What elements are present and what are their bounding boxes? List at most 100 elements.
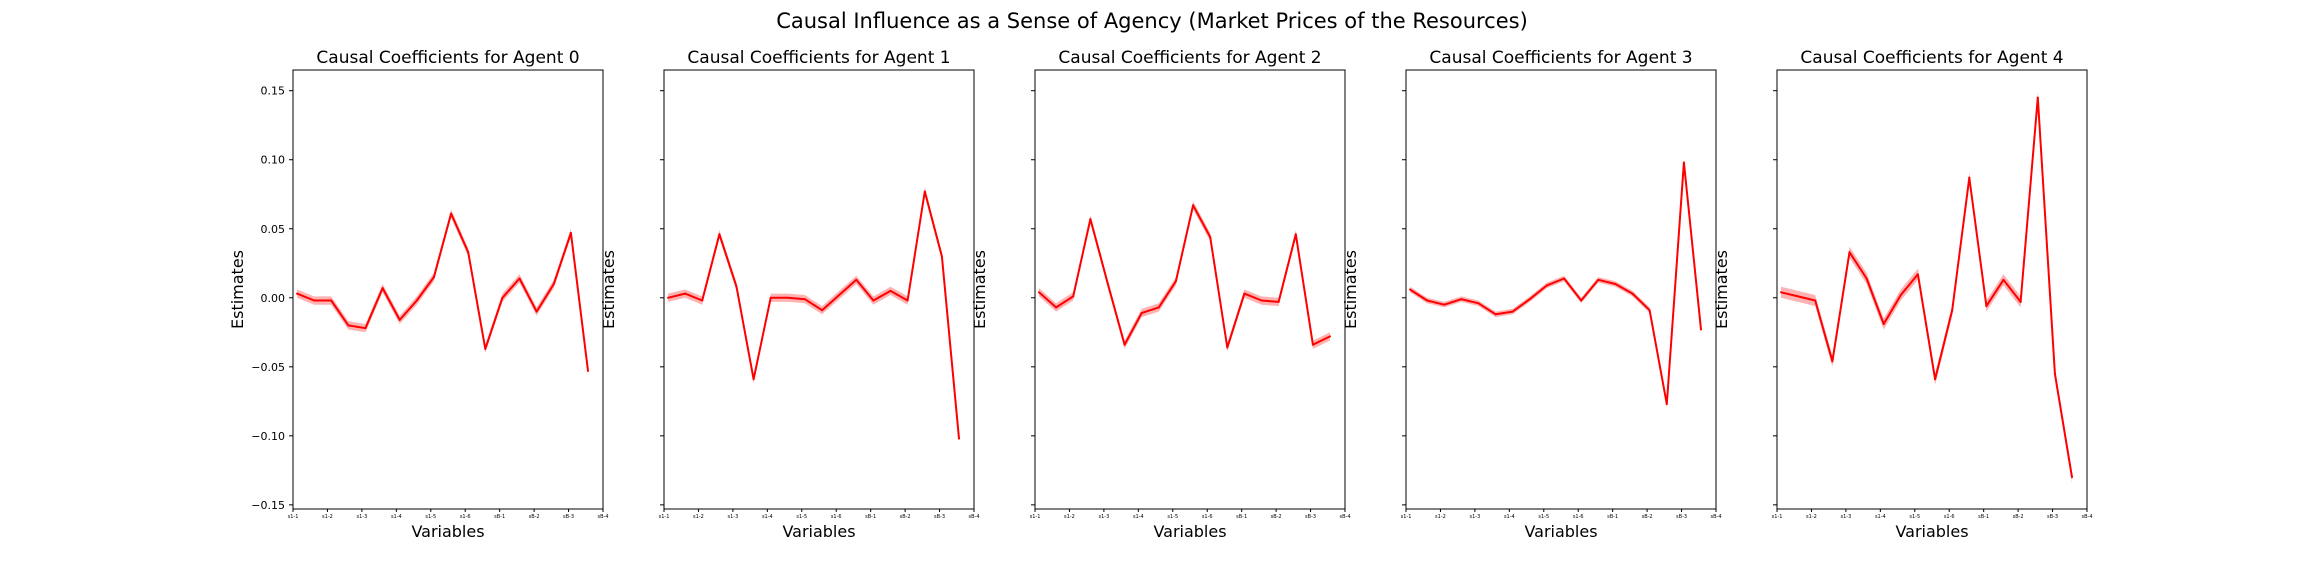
subplot-title: Causal Coefficients for Agent 3 (1429, 48, 1692, 68)
y-axis-label: Estimates (970, 250, 989, 329)
x-tick-label: s1-1 (1030, 514, 1041, 520)
series-line (1780, 96, 2073, 478)
data-point (1882, 323, 1885, 326)
data-point (923, 190, 926, 193)
x-tick-label: s1-2 (693, 514, 704, 520)
x-tick-label: s1-2 (322, 514, 333, 520)
x-tick-label: s1-5 (796, 514, 807, 520)
y-tick-label: 0.05 (261, 223, 286, 236)
data-point (1294, 233, 1297, 236)
data-point (432, 276, 435, 279)
series-confidence-band (1781, 92, 2072, 483)
x-tick-label: sB-2 (2013, 514, 2024, 520)
data-point (872, 299, 875, 302)
data-point (1494, 313, 1497, 316)
x-tick-label: s1-2 (1435, 514, 1446, 520)
data-point (569, 231, 572, 234)
data-point (1648, 309, 1651, 312)
axes-frame (1034, 69, 1346, 510)
data-point (1797, 295, 1800, 298)
x-tick-label: sB-4 (1339, 514, 1350, 520)
data-point (1780, 291, 1782, 294)
x-tick-label: s1-2 (1806, 514, 1817, 520)
data-point (1580, 299, 1583, 302)
axes-frame (663, 69, 975, 510)
data-point (1140, 311, 1143, 314)
data-point (1511, 310, 1514, 313)
y-tick-label: −0.10 (251, 430, 285, 443)
subplot-title: Causal Coefficients for Agent 1 (687, 48, 950, 68)
data-point (467, 251, 470, 254)
data-point (501, 296, 504, 299)
data-point (718, 233, 721, 236)
data-point (1528, 298, 1531, 301)
data-point (1174, 280, 1177, 283)
x-tick-label: s1-5 (1538, 514, 1549, 520)
x-tick-label: s1-6 (1573, 514, 1584, 520)
x-tick-label: s1-3 (1098, 514, 1109, 520)
x-tick-label: s1-4 (391, 514, 402, 520)
x-axis-label: Variables (1524, 522, 1597, 541)
data-point (667, 296, 669, 299)
subplot-agent-4: Causal Coefficients for Agent 4 s1-1 s1-2 s… (1712, 48, 2093, 541)
data-point (552, 282, 555, 285)
data-point (1968, 176, 1971, 179)
data-point (1106, 281, 1109, 284)
figure-title: Causal Influence as a Sense of Agency (M… (776, 9, 1528, 33)
data-point (364, 327, 367, 330)
x-tick-label: sB-1 (865, 514, 876, 520)
series-line (1038, 204, 1331, 349)
axes-frame (1776, 69, 2088, 510)
data-point (1409, 288, 1411, 291)
x-tick-label: s1-6 (831, 514, 842, 520)
x-tick-label: s1-4 (1133, 514, 1144, 520)
data-point (1814, 299, 1817, 302)
x-axis-label: Variables (411, 522, 484, 541)
subplot-title: Causal Coefficients for Agent 2 (1058, 48, 1321, 68)
x-tick-label: sB-3 (1305, 514, 1316, 520)
data-point (347, 324, 350, 327)
data-point (1916, 273, 1919, 276)
y-tick-label: 0.00 (261, 292, 286, 305)
data-point (1631, 292, 1634, 295)
data-point (1665, 403, 1668, 406)
data-point (1545, 284, 1548, 287)
data-point (1329, 335, 1331, 338)
series-line (1409, 161, 1702, 406)
subplot-agent-3: Causal Coefficients for Agent 3 s1-1 s1-2 s… (1341, 48, 1722, 541)
data-point (1563, 277, 1566, 280)
x-axis-label: Variables (1895, 522, 1968, 541)
data-point (2019, 300, 2022, 303)
x-tick-label: s1-3 (1840, 514, 1851, 520)
x-tick-label: s1-6 (1944, 514, 1955, 520)
x-tick-label: sB-4 (597, 514, 608, 520)
x-tick-label: sB-4 (1710, 514, 1721, 520)
x-tick-label: s1-5 (1909, 514, 1920, 520)
x-tick-label: sB-1 (1607, 514, 1618, 520)
subplot-title: Causal Coefficients for Agent 4 (1800, 48, 2063, 68)
x-axis-label: Variables (1153, 522, 1226, 541)
data-point (1243, 292, 1246, 295)
y-tick-label: 0.10 (261, 154, 286, 167)
data-point (855, 278, 858, 281)
data-point (1226, 346, 1229, 349)
data-point (1899, 294, 1902, 297)
data-point (1038, 291, 1040, 294)
x-tick-label: s1-3 (727, 514, 738, 520)
data-point (518, 277, 521, 280)
x-tick-label: sB-1 (1978, 514, 1989, 520)
x-tick-label: s1-4 (1875, 514, 1886, 520)
series-confidence-band (1039, 201, 1330, 352)
subplot-title: Causal Coefficients for Agent 0 (316, 48, 579, 68)
data-point (398, 318, 401, 321)
data-point (786, 296, 789, 299)
x-tick-label: sB-2 (900, 514, 911, 520)
data-point (1614, 282, 1617, 285)
data-point (1934, 378, 1937, 381)
data-point (1426, 299, 1429, 302)
data-point (313, 299, 316, 302)
series-confidence-band (1410, 159, 1701, 407)
data-point (1157, 306, 1160, 309)
x-tick-label: sB-3 (2047, 514, 2058, 520)
